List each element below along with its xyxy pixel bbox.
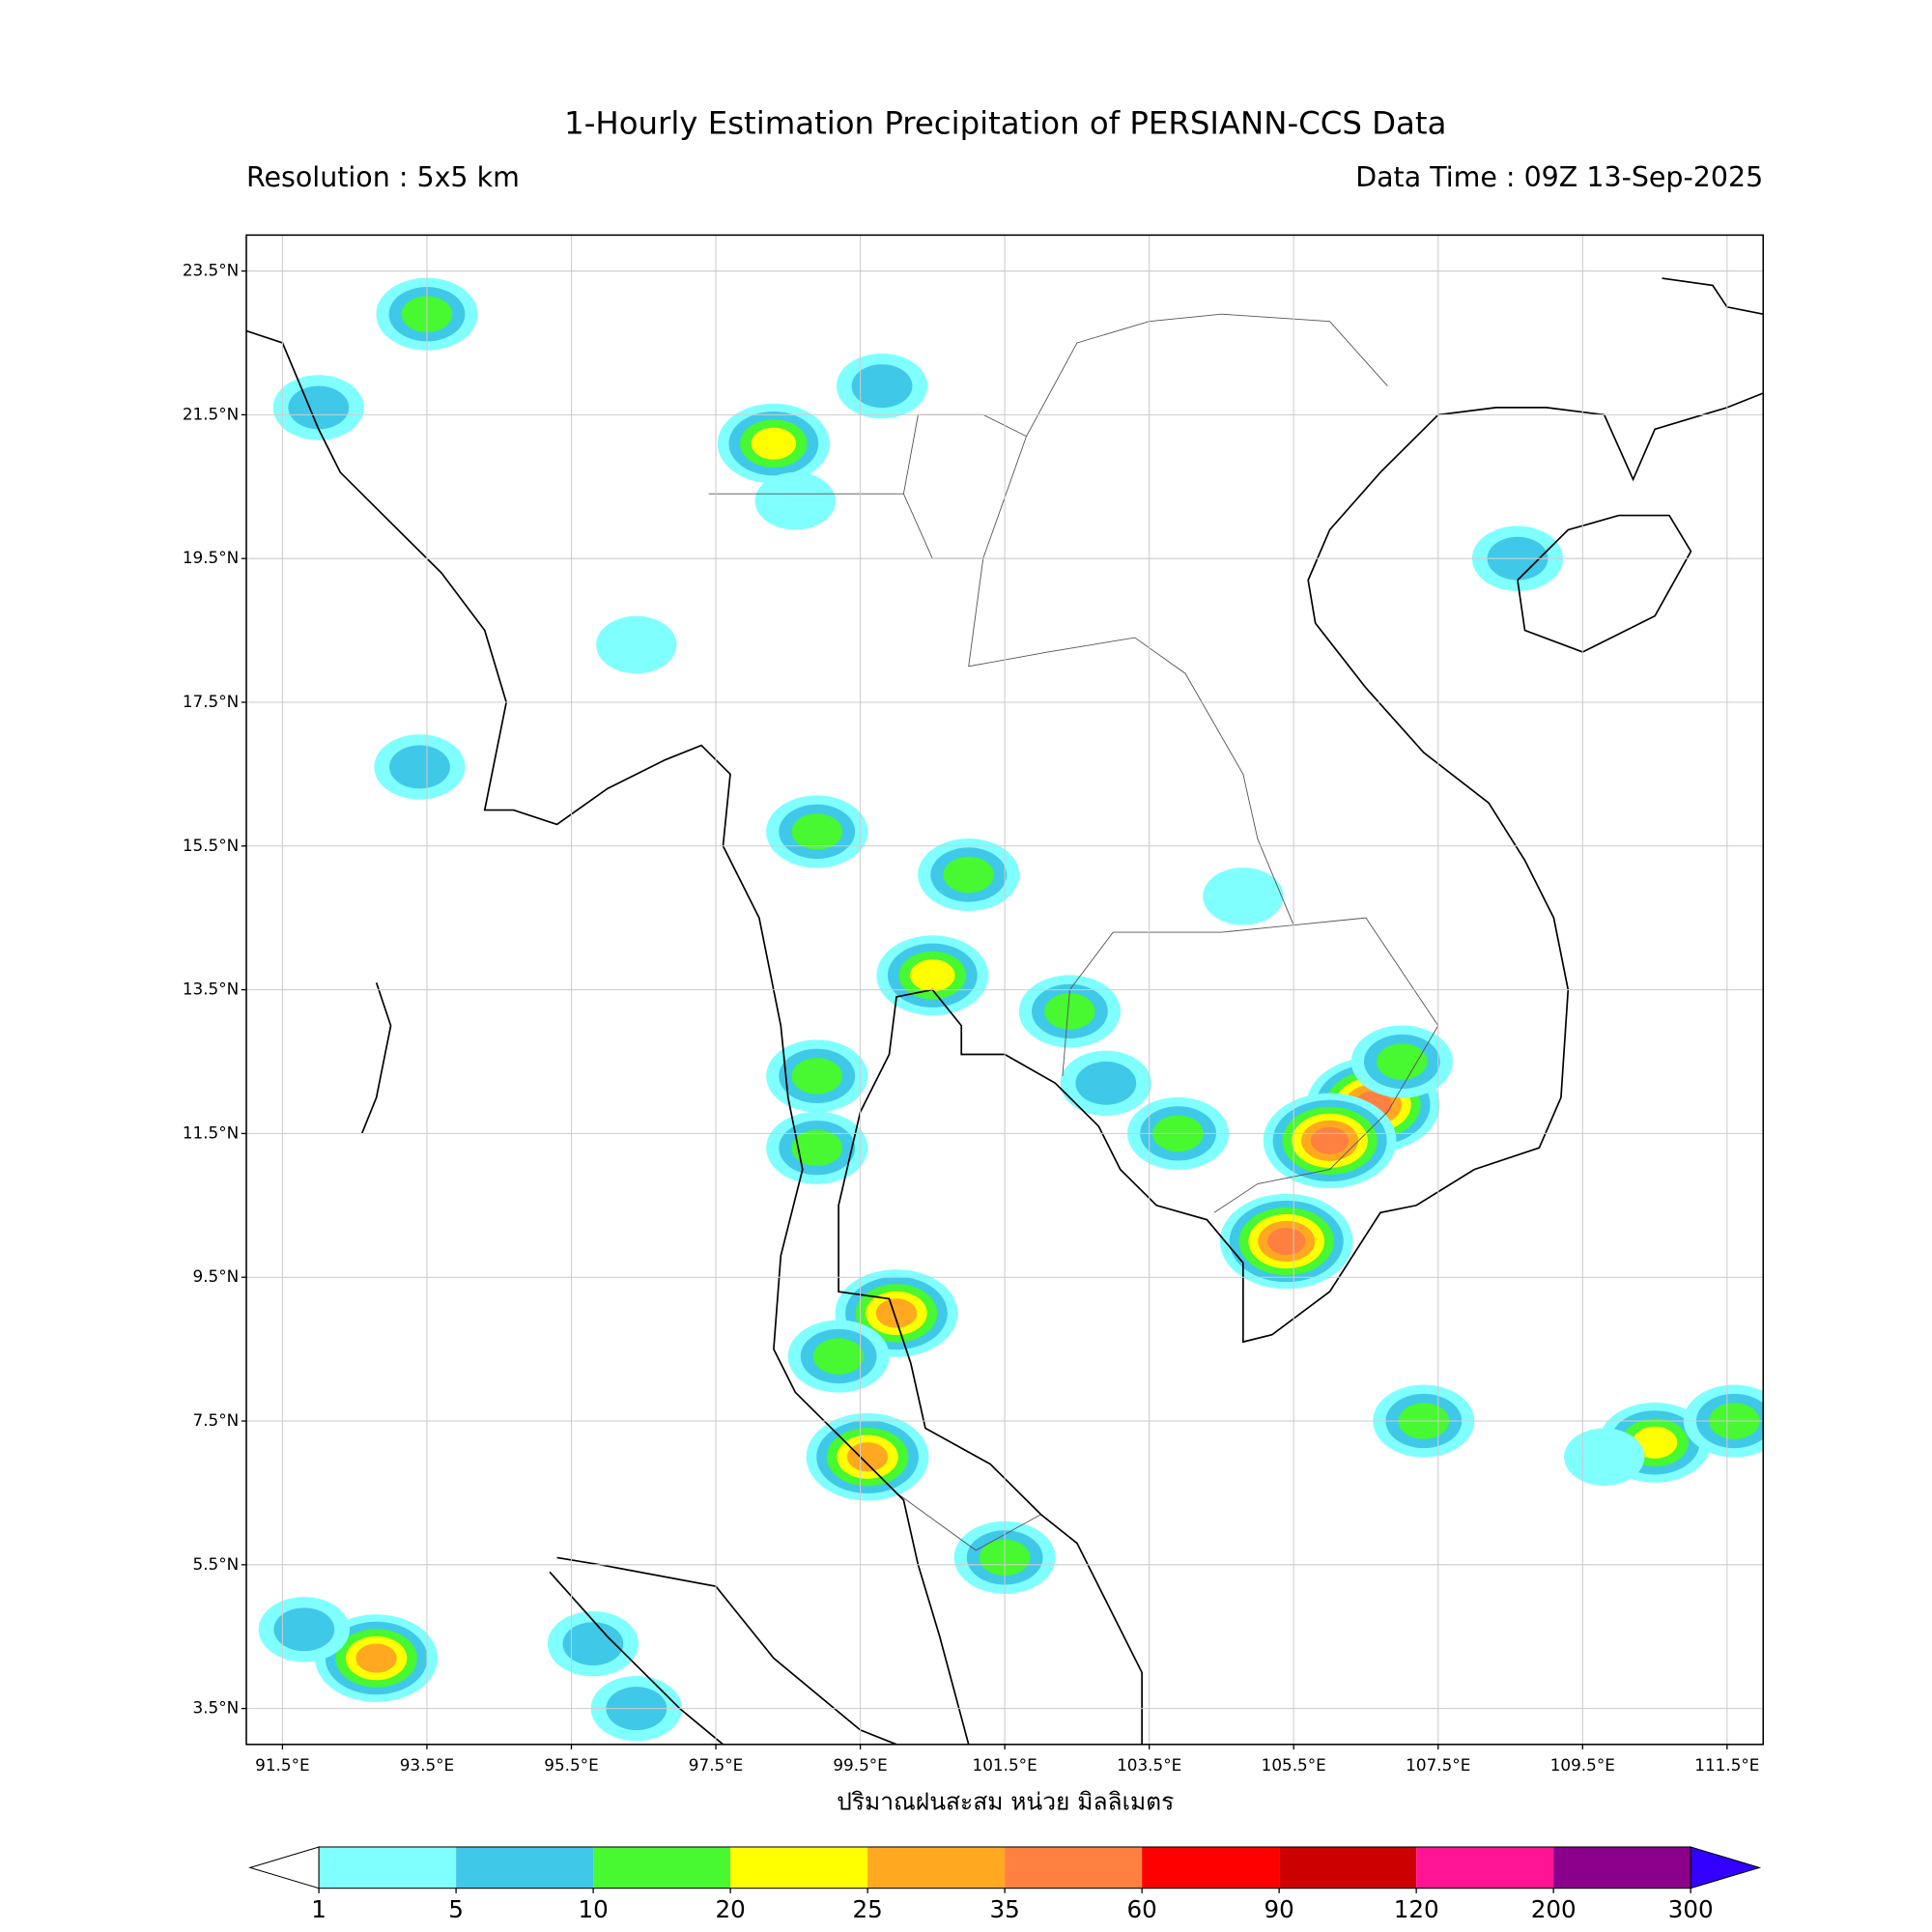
lat-tick-label: 9.5°N	[193, 1266, 240, 1286]
coastline	[838, 392, 1764, 1745]
lon-tick-label: 99.5°E	[833, 1755, 887, 1775]
coastline	[246, 329, 970, 1745]
lon-tick-label: 95.5°E	[544, 1755, 598, 1775]
rain-cell	[943, 856, 995, 894]
colorbar-label: 120	[1394, 1895, 1439, 1923]
colorbar-segment	[730, 1846, 868, 1889]
colorbar-over	[1690, 1846, 1762, 1889]
data-time: Data Time : 09Z 13-Sep-2025	[1355, 161, 1763, 193]
colorbar-label: 35	[989, 1895, 1019, 1923]
lat-tick-label: 7.5°N	[193, 1410, 240, 1430]
grid	[246, 235, 1764, 1745]
rain-cell	[273, 1607, 335, 1652]
title: 1-Hourly Estimation Precipitation of PER…	[564, 104, 1446, 141]
rain-cell	[910, 959, 955, 992]
rain-cell	[791, 1129, 842, 1167]
rain-cell	[812, 1338, 865, 1375]
rain-cell	[791, 813, 842, 850]
coastlines	[246, 277, 1764, 1745]
colorbar-label: 10	[578, 1895, 608, 1923]
rain-layer	[258, 277, 1764, 1742]
colorbar-segment	[593, 1846, 731, 1889]
rain-cell	[1075, 1061, 1137, 1105]
lon-tick-label: 111.5°E	[1694, 1755, 1759, 1775]
rain-cell	[875, 1298, 918, 1328]
border	[1213, 917, 1439, 1213]
rain-cell	[596, 615, 677, 674]
border	[902, 413, 1027, 495]
coastline	[556, 1556, 897, 1745]
colorbar-label: 5	[448, 1895, 464, 1923]
coastline	[360, 981, 392, 1134]
colorbar-under	[248, 1846, 320, 1889]
rain-cell	[1632, 1426, 1678, 1459]
coastline	[1517, 514, 1692, 653]
lat-tick-label: 19.5°N	[183, 548, 239, 567]
rain-cell	[1564, 1428, 1645, 1486]
colorbar-label: 25	[852, 1895, 882, 1923]
lon-tick-label: 107.5°E	[1406, 1755, 1470, 1775]
lat-tick-label: 11.5°N	[183, 1122, 239, 1142]
coastline	[1662, 277, 1764, 316]
x-axis-label: ปริมาณฝนสะสม หน่วย มิลลิเมตร	[837, 1788, 1174, 1816]
lat-tick-label: 5.5°N	[193, 1554, 240, 1574]
rain-cell	[288, 385, 350, 430]
rain-cell	[355, 1643, 397, 1673]
lat-tick-label: 13.5°N	[183, 980, 239, 999]
colorbar-segment	[1416, 1846, 1554, 1889]
rain-cell	[1310, 1126, 1350, 1154]
colorbar-segment	[319, 1846, 457, 1889]
rain-cell	[1044, 993, 1095, 1030]
lon-tick-label: 109.5°E	[1550, 1755, 1615, 1775]
lon-tick-label: 97.5°E	[689, 1755, 743, 1775]
lat-tick-label: 21.5°N	[183, 404, 239, 423]
colorbar-segment	[867, 1846, 1006, 1889]
colorbar-label: 20	[715, 1895, 745, 1923]
rain-cell	[1377, 1043, 1428, 1080]
lon-tick-label: 91.5°E	[255, 1755, 309, 1775]
axes: 91.5°E 93.5°E 95.5°E 97.5°E 99.5°E 101.5°E 103…	[183, 261, 1760, 1775]
rain-cell	[1267, 1227, 1306, 1256]
colorbar-label: 300	[1668, 1895, 1714, 1923]
border	[895, 1492, 1041, 1551]
lat-tick-label: 3.5°N	[193, 1698, 240, 1718]
rain-cell	[751, 427, 797, 460]
colorbar: 1 5 10 20 25 35 60 90 120 200 300	[248, 1846, 1762, 1923]
rain-cell	[754, 471, 836, 530]
rain-cell	[389, 745, 450, 789]
colorbar-label: 1	[311, 1895, 327, 1923]
border	[708, 493, 1294, 1076]
lon-tick-label: 101.5°E	[973, 1755, 1037, 1775]
colorbar-segment	[1553, 1846, 1691, 1889]
rain-cell	[791, 1058, 842, 1094]
colorbar-label: 60	[1126, 1895, 1156, 1923]
colorbar-segment	[1279, 1846, 1417, 1889]
colorbar-segment	[1142, 1846, 1280, 1889]
lon-tick-label: 105.5°E	[1262, 1755, 1326, 1775]
resolution: Resolution : 5x5 km	[246, 161, 520, 193]
rain-cell	[846, 1442, 889, 1472]
rain-cell	[851, 364, 913, 409]
colorbar-segment	[1005, 1846, 1143, 1889]
colorbar-label: 90	[1264, 1895, 1294, 1923]
lat-tick-label: 17.5°N	[183, 692, 239, 711]
coastline	[549, 1571, 724, 1745]
rain-cell	[1203, 867, 1284, 925]
lat-tick-label: 15.5°N	[183, 836, 239, 855]
lat-tick-label: 23.5°N	[183, 261, 239, 280]
colorbar-segment	[456, 1846, 594, 1889]
lon-tick-label: 93.5°E	[400, 1755, 454, 1775]
lon-tick-label: 103.5°E	[1117, 1755, 1181, 1775]
colorbar-label: 200	[1531, 1895, 1577, 1923]
border	[982, 313, 1388, 559]
rain-cell	[562, 1622, 624, 1666]
